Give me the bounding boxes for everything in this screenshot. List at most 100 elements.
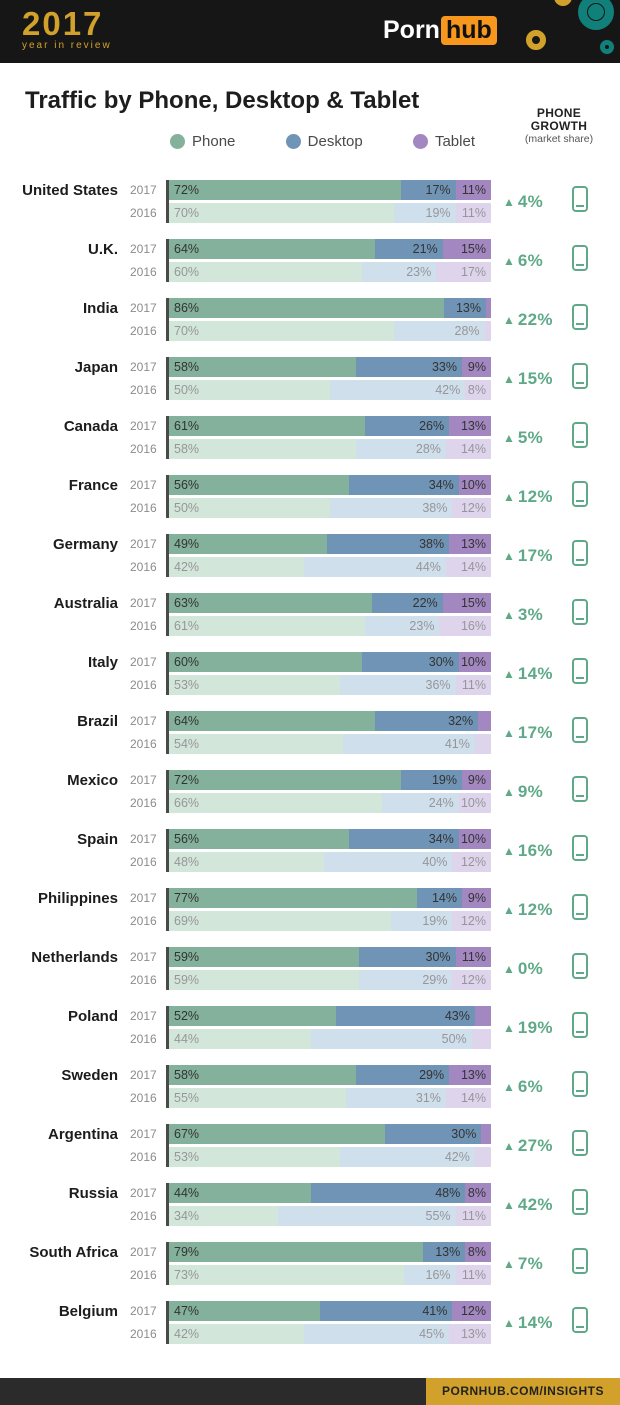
tablet-segment: 14% [445,557,491,577]
year-label: 2016 [130,1209,157,1223]
bar-2016: 61% 23% 16% [169,616,491,636]
tablet-segment [474,734,491,754]
year-label: 2016 [130,678,157,692]
year-labels: 2017 2016 [118,239,166,282]
year-label: 2016 [130,855,157,869]
phone-icon-cell [569,245,588,276]
tablet-segment: 8% [465,1183,491,1203]
phone-screen-line [576,677,584,679]
phone-icon-cell [569,835,588,866]
phone-icon [572,599,588,625]
phone-screen-line [576,1031,584,1033]
growth-header-line3: (market share) [524,133,594,145]
up-triangle-icon: ▲ [503,725,515,740]
desktop-legend-dot-icon [285,134,301,149]
tablet-segment [478,711,491,731]
phone-segment: 58% [169,439,356,459]
bar-2017: 49% 38% 13% [169,534,491,554]
year-labels: 2017 2016 [118,888,166,931]
legend-item-phone: Phone [170,133,235,150]
year-label: 2017 [130,1127,157,1141]
desktop-segment: 29% [355,1065,450,1085]
year-label: 2016 [130,442,157,456]
bar-2016: 48% 40% 12% [169,852,491,872]
desktop-segment: 41% [342,734,475,754]
phone-screen-line [576,559,584,561]
bars: 64% 32% 54% 41% [166,711,491,754]
tablet-segment: 8% [465,380,491,400]
bars: 63% 22% 15% 61% 23% 16% [166,593,491,636]
phone-growth: ▲ 9% [491,782,569,802]
phone-icon-cell [569,658,588,689]
desktop-segment: 45% [304,1324,450,1344]
bar-2017: 61% 26% 13% [169,416,491,436]
year-labels: 2017 2016 [118,416,166,459]
country-name: Philippines [37,890,118,907]
desktop-segment: 13% [444,298,486,318]
year-label: 2017 [130,360,157,374]
growth-value: 9% [517,781,544,801]
phone-segment: 56% [169,829,350,849]
tablet-segment: 12% [452,911,491,931]
phone-segment: 70% [169,321,395,341]
desktop-segment: 48% [310,1183,466,1203]
desktop-segment: 33% [355,357,462,377]
phone-icon-cell [569,422,588,453]
phone-icon [572,1307,588,1333]
desktop-segment: 44% [304,557,446,577]
growth-value: 3% [517,604,544,624]
bar-2016: 66% 24% 10% [169,793,491,813]
phone-icon [572,1071,588,1097]
year-labels: 2017 2016 [118,298,166,341]
phone-screen-line [576,264,584,266]
insights-badge: PORNHUB.COM/INSIGHTS [425,1378,620,1405]
year-label: 2016 [130,1091,157,1105]
circle-ornament-icon [600,40,614,54]
bar-2016: 44% 50% [169,1029,491,1049]
desktop-segment: 17% [400,180,456,200]
growth-value: 0% [517,958,544,978]
growth-header-line1: PHONE [536,106,582,120]
phone-segment: 44% [169,1183,311,1203]
desktop-segment: 38% [326,534,450,554]
phone-icon [572,186,588,212]
up-triangle-icon: ▲ [503,194,515,209]
country-row: Brazil 2017 2016 64% 32% 54% 41% ▲ 17% [0,711,620,754]
phone-icon-cell [569,481,588,512]
year-label: 2017 [130,1304,157,1318]
country-name: U.K. [88,241,118,258]
growth-value: 6% [517,1076,544,1096]
tablet-segment: 9% [462,770,491,790]
year-label: 2016 [130,1327,157,1341]
phone-icon-cell [569,304,588,335]
bars: 47% 41% 12% 42% 45% 13% [166,1301,491,1344]
country-name: Sweden [61,1067,118,1084]
legend-label: Phone [192,133,236,150]
country-row: Canada 2017 2016 61% 26% 13% 58% 28% 14% ▲ 5… [0,416,620,459]
bar-2016: 69% 19% 12% [169,911,491,931]
bar-2016: 50% 42% 8% [169,380,491,400]
year-label: 2017 [130,832,157,846]
country-row: Sweden 2017 2016 58% 29% 13% 55% 31% 14% ▲ 6… [0,1065,620,1108]
phone-segment: 52% [169,1006,337,1026]
phone-screen-line [576,618,584,620]
growth-value: 4% [517,191,544,211]
phone-icon-cell [569,1130,588,1161]
phone-icon [572,835,588,861]
tablet-segment: 12% [452,970,491,990]
chart-rows: United States 2017 2016 72% 17% 11% 70% 19%… [0,180,620,1344]
country-row: Argentina 2017 2016 67% 30% 53% 42% ▲ 27% [0,1124,620,1167]
page-title: Traffic by Phone, Desktop & Tablet [25,87,420,114]
tablet-segment: 17% [436,262,491,282]
bar-2017: 59% 30% 11% [169,947,491,967]
up-triangle-icon: ▲ [503,371,515,386]
country-row: Mexico 2017 2016 72% 19% 9% 66% 24% 10% ▲ 9% [0,770,620,813]
bars: 61% 26% 13% 58% 28% 14% [166,416,491,459]
phone-segment: 55% [169,1088,347,1108]
phone-segment: 64% [169,711,376,731]
phone-screen-line [576,1090,584,1092]
year-label: 2016 [130,324,157,338]
country-row: Netherlands 2017 2016 59% 30% 11% 59% 29% 12… [0,947,620,990]
bar-2016: 73% 16% 11% [169,1265,491,1285]
phone-screen-line [576,1149,584,1151]
